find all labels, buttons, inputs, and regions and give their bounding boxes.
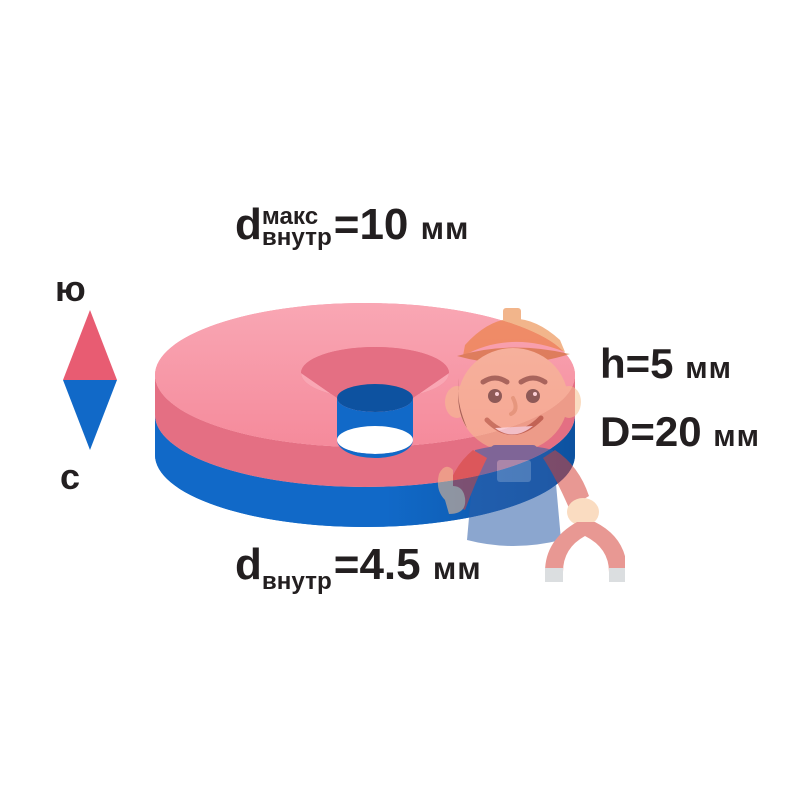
- mascot-watermark: [395, 290, 625, 610]
- d-unit: мм: [421, 210, 470, 246]
- d-val: =10: [334, 200, 409, 249]
- d2-sub: внутр: [262, 568, 332, 595]
- pole-south-label: ю: [55, 268, 86, 310]
- h-unit: мм: [685, 352, 732, 385]
- d-sub: внутр: [262, 227, 332, 249]
- d-prefix: d: [235, 200, 262, 249]
- D-unit: мм: [713, 420, 760, 453]
- d-inner-max-label: d макс внутр =10 мм: [235, 200, 469, 250]
- d2-prefix: d: [235, 540, 262, 589]
- pole-compass: [45, 300, 135, 470]
- pole-north-label: с: [60, 456, 80, 498]
